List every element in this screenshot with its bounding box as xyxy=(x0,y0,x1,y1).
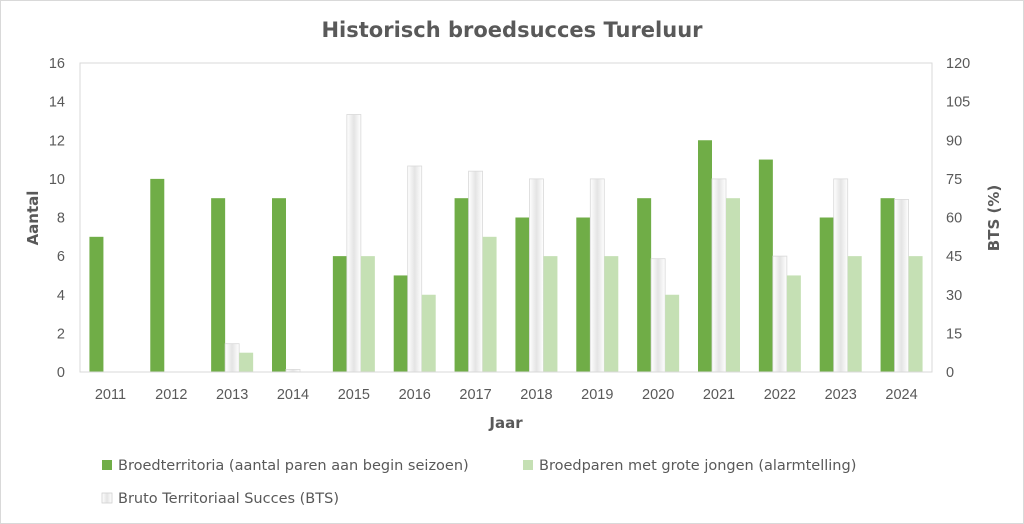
x-tick-label-2011: 2011 xyxy=(95,387,126,403)
bar-broedparen-2021 xyxy=(726,198,740,372)
bar-broedterritoria-2017 xyxy=(454,198,469,372)
legend-item-broedparen: Broedparen met grote jongen (alarmtellin… xyxy=(523,458,856,474)
x-axis-title: Jaar xyxy=(488,414,523,432)
y-axis-ticks: 0 2 4 6 8 10 12 14 16 xyxy=(49,56,65,381)
chart-title: Historisch broedsucces Tureluur xyxy=(321,18,703,42)
bar-broedterritoria-2013 xyxy=(211,198,226,372)
y-tick-label: 10 xyxy=(49,172,65,188)
y2-tick-label: 90 xyxy=(946,133,962,149)
legend-item-bts: Bruto Territoriaal Succes (BTS) xyxy=(101,491,339,507)
bar-bts-2015 xyxy=(346,114,362,373)
y-tick-label: 6 xyxy=(57,249,65,265)
x-tick-label-2023: 2023 xyxy=(825,387,857,403)
x-tick-label-2019: 2019 xyxy=(581,387,613,403)
x-tick-label-2022: 2022 xyxy=(764,387,796,403)
bar-bts-2018 xyxy=(529,178,544,373)
x-tick-label-2015: 2015 xyxy=(338,387,370,403)
bar-broedparen-2020 xyxy=(665,294,680,372)
bar-broedparen-2017 xyxy=(482,236,497,372)
legend-label-broedterritoria: Broedterritoria (aantal paren aan begin … xyxy=(118,458,469,474)
y2-tick-label: 60 xyxy=(946,211,962,227)
y2-tick-label: 120 xyxy=(946,56,970,72)
legend-swatch-bts xyxy=(101,492,113,504)
bar-broedparen-2013 xyxy=(239,352,254,372)
y-tick-label: 14 xyxy=(49,95,65,111)
bar-bts-2016 xyxy=(407,165,423,373)
legend-label-broedparen: Broedparen met grote jongen (alarmtellin… xyxy=(539,458,856,474)
bar-bts-2021 xyxy=(711,178,727,373)
y2-tick-label: 15 xyxy=(946,326,962,342)
y-tick-label: 2 xyxy=(57,326,65,342)
bar-bts-2017 xyxy=(468,170,483,373)
y-tick-label: 0 xyxy=(57,365,65,381)
legend-label-bts: Bruto Territoriaal Succes (BTS) xyxy=(118,491,339,507)
bars-group xyxy=(89,114,923,373)
bar-broedterritoria-2019 xyxy=(576,217,591,372)
x-tick-label-2018: 2018 xyxy=(520,387,552,403)
bar-broedparen-2016 xyxy=(421,294,436,372)
x-tick-label-2021: 2021 xyxy=(703,387,735,403)
bar-broedterritoria-2014 xyxy=(272,198,286,372)
x-tick-label-2014: 2014 xyxy=(277,387,309,403)
legend-swatch-broedparen xyxy=(523,460,533,470)
legend: Broedterritoria (aantal paren aan begin … xyxy=(101,458,856,507)
y-tick-label: 4 xyxy=(57,288,65,304)
x-tick-label-2024: 2024 xyxy=(885,387,917,403)
x-tick-label-2017: 2017 xyxy=(459,387,491,403)
y2-tick-label: 45 xyxy=(946,249,962,265)
y-tick-label: 8 xyxy=(57,211,65,227)
bar-broedterritoria-2015 xyxy=(332,256,347,373)
y2-tick-label: 75 xyxy=(946,172,962,188)
x-axis-ticks: 2011 2012 2013 2014 2015 2016 2017 2018 2019 2020… xyxy=(95,387,918,403)
bar-broedterritoria-2020 xyxy=(637,198,652,372)
bar-broedparen-2018 xyxy=(543,256,558,373)
y2-tick-label: 105 xyxy=(946,95,970,111)
y2-tick-label: 0 xyxy=(946,365,954,381)
legend-swatch-broedterritoria xyxy=(102,460,112,470)
bar-broedparen-2019 xyxy=(604,256,619,373)
x-tick-label-2020: 2020 xyxy=(642,387,674,403)
y-tick-label: 16 xyxy=(49,56,65,72)
bar-bts-2024 xyxy=(894,199,909,373)
bar-bts-2020 xyxy=(650,258,666,373)
bar-bts-2022 xyxy=(772,255,788,373)
bar-broedterritoria-2021 xyxy=(698,140,712,372)
bar-bts-2023 xyxy=(833,178,849,373)
x-tick-label-2013: 2013 xyxy=(216,387,248,403)
bar-broedterritoria-2022 xyxy=(758,159,773,372)
y2-tick-label: 30 xyxy=(946,288,962,304)
bar-broedterritoria-2018 xyxy=(515,217,530,372)
x-tick-label-2016: 2016 xyxy=(399,387,431,403)
bar-broedparen-2024 xyxy=(908,256,923,373)
bar-broedparen-2022 xyxy=(786,275,801,372)
bar-broedterritoria-2024 xyxy=(880,198,895,372)
bar-broedparen-2015 xyxy=(360,256,375,373)
y-axis-title: Aantal xyxy=(24,191,42,246)
bar-broedterritoria-2016 xyxy=(393,275,408,372)
bar-broedparen-2023 xyxy=(847,256,862,373)
y2-axis-title: BTS (%) xyxy=(985,185,1003,251)
bar-broedterritoria-2023 xyxy=(819,217,834,372)
y2-axis-ticks: 0 15 30 45 60 75 90 105 120 xyxy=(946,56,970,381)
bar-broedterritoria-2012 xyxy=(150,178,165,373)
bar-bts-2019 xyxy=(589,178,605,373)
bar-broedterritoria-2011 xyxy=(89,236,104,372)
y-tick-label: 12 xyxy=(49,133,65,149)
plot-area xyxy=(79,62,933,373)
legend-item-broedterritoria: Broedterritoria (aantal paren aan begin … xyxy=(102,458,469,474)
x-tick-label-2012: 2012 xyxy=(155,387,187,403)
bar-bts-2013 xyxy=(224,343,240,373)
